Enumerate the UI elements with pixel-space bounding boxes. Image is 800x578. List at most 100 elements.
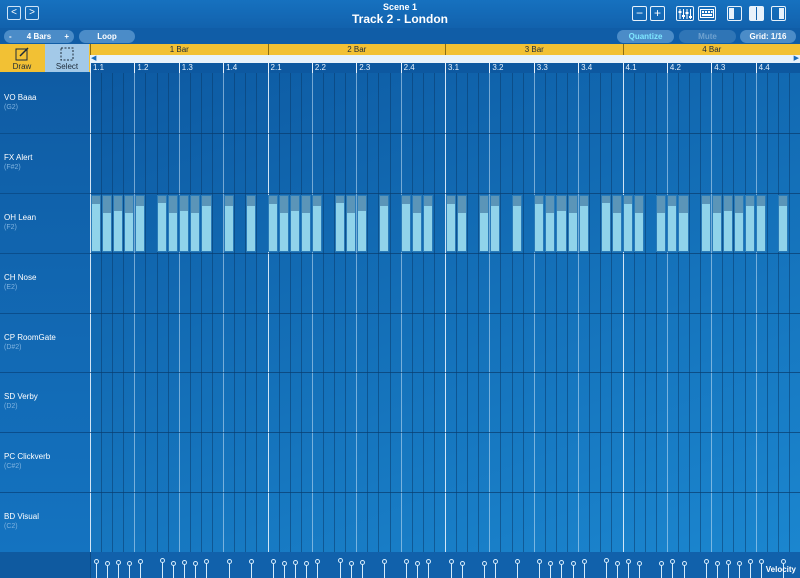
mixer-button[interactable] xyxy=(676,6,694,21)
velocity-pin[interactable] xyxy=(383,562,385,578)
velocity-handle[interactable] xyxy=(581,558,587,564)
velocity-handle[interactable] xyxy=(415,560,421,566)
note-cell[interactable] xyxy=(223,194,234,252)
velocity-handle[interactable] xyxy=(481,560,487,566)
note-cell[interactable] xyxy=(556,194,567,252)
zoom-in-button[interactable]: + xyxy=(650,6,665,21)
velocity-pin[interactable] xyxy=(206,562,208,578)
note-cell[interactable] xyxy=(445,194,456,252)
velocity-handle[interactable] xyxy=(404,558,410,564)
lane-label[interactable]: FX Alert (F#2) xyxy=(4,153,32,171)
velocity-pin[interactable] xyxy=(616,564,618,578)
note-cell[interactable] xyxy=(512,194,523,252)
loop-strip[interactable]: ◀ ▶ xyxy=(90,55,800,63)
velocity-pin[interactable] xyxy=(295,564,297,578)
velocity-pin[interactable] xyxy=(250,562,252,578)
grid-button[interactable]: Grid: 1/16 xyxy=(740,30,796,43)
note-cell[interactable] xyxy=(90,194,101,252)
velocity-handle[interactable] xyxy=(559,560,565,566)
note-cell[interactable] xyxy=(101,194,112,252)
velocity-pin[interactable] xyxy=(228,562,230,578)
note-cell[interactable] xyxy=(623,194,634,252)
velocity-handle[interactable] xyxy=(681,560,687,566)
velocity-pin[interactable] xyxy=(705,562,707,578)
velocity-pin[interactable] xyxy=(117,564,119,578)
velocity-pin[interactable] xyxy=(461,564,463,578)
velocity-handle[interactable] xyxy=(459,560,465,566)
draw-tool[interactable]: Draw xyxy=(0,44,44,72)
velocity-handle[interactable] xyxy=(515,558,521,564)
note-cell[interactable] xyxy=(567,194,578,252)
velocity-handle[interactable] xyxy=(282,560,288,566)
velocity-handle[interactable] xyxy=(293,560,299,566)
velocity-pin[interactable] xyxy=(539,562,541,578)
velocity-handle[interactable] xyxy=(304,560,310,566)
note-cell[interactable] xyxy=(600,194,611,252)
select-tool[interactable]: Select xyxy=(45,44,89,72)
lane-label[interactable]: CH Nose (E2) xyxy=(4,273,36,291)
velocity-handle[interactable] xyxy=(348,560,354,566)
loop-start-marker-icon[interactable]: ◀ xyxy=(91,55,97,62)
note-cell[interactable] xyxy=(401,194,412,252)
velocity-handle[interactable] xyxy=(359,560,365,566)
note-cell[interactable] xyxy=(489,194,500,252)
velocity-pin[interactable] xyxy=(483,564,485,578)
velocity-handle[interactable] xyxy=(448,558,454,564)
note-cell[interactable] xyxy=(423,194,434,252)
note-cell[interactable] xyxy=(312,194,323,252)
note-cell[interactable] xyxy=(279,194,290,252)
velocity-pin[interactable] xyxy=(139,562,141,578)
note-cell[interactable] xyxy=(534,194,545,252)
velocity-handle[interactable] xyxy=(748,558,754,564)
lane-label[interactable]: PC Clickverb (C#2) xyxy=(4,452,50,470)
velocity-pin[interactable] xyxy=(672,562,674,578)
velocity-handle[interactable] xyxy=(725,560,731,566)
velocity-handle[interactable] xyxy=(659,560,665,566)
velocity-handle[interactable] xyxy=(426,558,432,564)
velocity-pin[interactable] xyxy=(661,564,663,578)
velocity-pin[interactable] xyxy=(716,564,718,578)
velocity-handle[interactable] xyxy=(736,560,742,566)
note-cell[interactable] xyxy=(634,194,645,252)
velocity-handle[interactable] xyxy=(492,558,498,564)
zoom-out-button[interactable]: − xyxy=(632,6,647,21)
velocity-handle[interactable] xyxy=(315,558,321,564)
velocity-handle[interactable] xyxy=(703,558,709,564)
note-cell[interactable] xyxy=(711,194,722,252)
note-cell[interactable] xyxy=(412,194,423,252)
velocity-pin[interactable] xyxy=(605,562,607,578)
velocity-pin[interactable] xyxy=(727,564,729,578)
mute-button[interactable]: Mute xyxy=(679,30,736,43)
velocity-pin[interactable] xyxy=(450,562,452,578)
forward-button[interactable]: > xyxy=(25,6,39,20)
loop-end-marker-icon[interactable]: ▶ xyxy=(793,55,799,62)
velocity-handle[interactable] xyxy=(248,558,254,564)
note-cell[interactable] xyxy=(290,194,301,252)
velocity-handle[interactable] xyxy=(204,558,210,564)
lane-label[interactable]: OH Lean (F2) xyxy=(4,213,36,231)
note-grid[interactable] xyxy=(90,73,800,552)
velocity-handle[interactable] xyxy=(381,558,387,564)
lane-label[interactable]: VO Baaa (G2) xyxy=(4,93,36,111)
velocity-pin[interactable] xyxy=(106,564,108,578)
velocity-pin[interactable] xyxy=(184,564,186,578)
velocity-pin[interactable] xyxy=(761,562,763,578)
bar-ruler[interactable]: 1 Bar 2 Bar 3 Bar 4 Bar xyxy=(90,44,800,55)
loop-button[interactable]: Loop xyxy=(79,30,135,43)
velocity-handle[interactable] xyxy=(171,560,177,566)
velocity-handle[interactable] xyxy=(93,558,99,564)
velocity-pin[interactable] xyxy=(428,562,430,578)
velocity-handle[interactable] xyxy=(637,560,643,566)
note-cell[interactable] xyxy=(168,194,179,252)
velocity-handle[interactable] xyxy=(271,558,277,564)
velocity-pin[interactable] xyxy=(95,562,97,578)
note-cell[interactable] xyxy=(356,194,367,252)
layout-split-button[interactable] xyxy=(749,6,764,21)
velocity-pin[interactable] xyxy=(273,562,275,578)
velocity-pin[interactable] xyxy=(195,564,197,578)
note-cell[interactable] xyxy=(745,194,756,252)
velocity-handle[interactable] xyxy=(548,560,554,566)
note-cell[interactable] xyxy=(245,194,256,252)
lane-label[interactable]: BD Visual (C2) xyxy=(4,512,39,530)
bar-ruler-cell[interactable]: 1 Bar xyxy=(90,44,268,55)
